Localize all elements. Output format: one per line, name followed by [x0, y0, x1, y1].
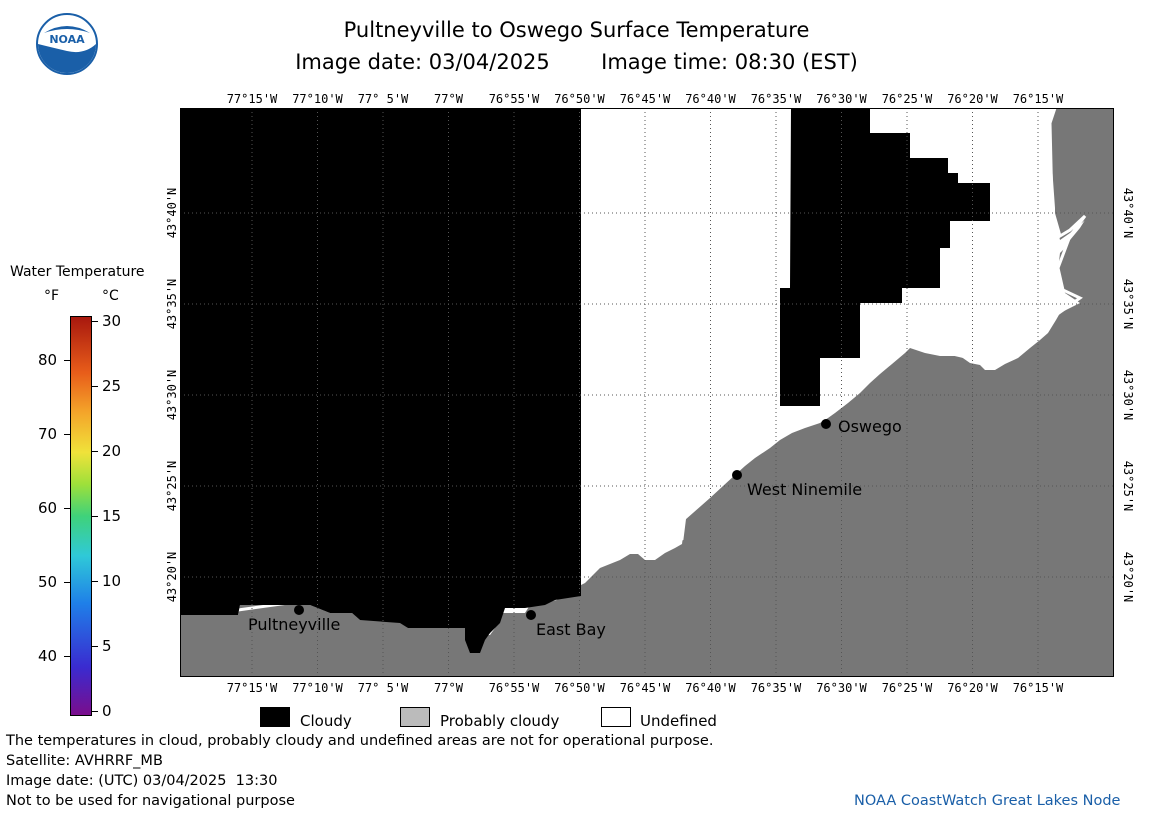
bottom-longitude-tick: 76°20'W — [947, 681, 998, 695]
colorbar-c-tick-mark — [92, 646, 98, 647]
top-longitude-tick: 77°10'W — [292, 92, 343, 106]
pultneyville-marker — [294, 605, 304, 615]
east-bay-marker — [526, 610, 536, 620]
west-ninemile-marker — [732, 470, 742, 480]
bottom-longitude-tick: 77° 5'W — [357, 681, 409, 695]
top-longitude-tick: 76°45'W — [619, 92, 671, 106]
colorbar-f-tick: 70 — [38, 425, 58, 443]
colorbar-c-tick-mark — [92, 451, 98, 452]
pultneyville-label: Pultneyville — [248, 615, 341, 634]
east-bay-label: East Bay — [536, 620, 606, 639]
bottom-longitude-tick: 76°30'W — [816, 681, 867, 695]
top-longitude-tick: 76°20'W — [947, 92, 998, 106]
colorbar-f-tick-mark — [64, 360, 70, 361]
left-latitude-tick: 43°25'N — [165, 460, 179, 512]
colorbar-f-tick: 80 — [38, 351, 58, 369]
right-latitude-tick: 43°25'N — [1121, 460, 1135, 512]
colorbar-c-tick: 30 — [102, 312, 122, 330]
disclaimer-text: The temperatures in cloud, probably clou… — [6, 733, 714, 749]
colorbar-c-tick: 10 — [102, 572, 122, 590]
left-latitude-tick: 43°20'N — [165, 551, 179, 603]
bottom-longitude-tick: 77°15'W — [226, 681, 278, 695]
probably-cloudy-swatch — [400, 707, 430, 727]
map-frame — [180, 107, 1114, 677]
colorbar-f-tick-mark — [64, 508, 70, 509]
satellite-text: Satellite: AVHRRF_MB — [6, 753, 163, 769]
top-longitude-tick: 76°15'W — [1012, 92, 1064, 106]
nav-warning-text: Not to be used for navigational purpose — [6, 793, 295, 809]
top-longitude-tick: 76°40'W — [685, 92, 736, 106]
bottom-longitude-tick: 77°W — [434, 681, 463, 695]
colorbar-f-tick: 60 — [38, 499, 58, 517]
colorbar-f-tick-mark — [64, 434, 70, 435]
colorbar-c-tick: 5 — [102, 637, 112, 655]
colorbar-c-tick: 15 — [102, 507, 122, 525]
map-border — [180, 108, 1114, 677]
left-latitude-tick: 43°35'N — [165, 278, 179, 330]
right-latitude-tick: 43°30'N — [1121, 369, 1135, 421]
noaa-logo: NOAA — [36, 13, 98, 75]
colorbar-f-tick: 40 — [38, 647, 58, 665]
top-longitude-tick: 77° 5'W — [357, 92, 409, 106]
oswego-marker — [821, 419, 831, 429]
colorbar-c-tick-mark — [92, 321, 98, 322]
top-longitude-tick: 76°50'W — [554, 92, 605, 106]
cloudy-area-west — [180, 108, 581, 653]
right-latitude-tick: 43°20'N — [1121, 551, 1135, 603]
cloudy-area-east — [780, 108, 990, 406]
bottom-longitude-tick: 76°40'W — [685, 681, 736, 695]
map-title: Pultneyville to Oswego Surface Temperatu… — [343, 18, 810, 42]
probably-cloudy-legend-label: Probably cloudy — [440, 712, 560, 730]
bottom-longitude-tick: 76°15'W — [1012, 681, 1064, 695]
oswego-label: Oswego — [838, 417, 902, 436]
colorbar-title: Water Temperature — [10, 264, 145, 280]
top-longitude-tick: 76°25'W — [881, 92, 933, 106]
image-date-label: Image date: 03/04/2025 — [295, 50, 550, 74]
colorbar-c-tick: 20 — [102, 442, 122, 460]
colorbar-c-tick: 0 — [102, 702, 112, 720]
map-subtitle: Image date: 03/04/2025 Image time: 08:30… — [0, 50, 1153, 74]
top-longitude-tick: 76°35'W — [750, 92, 802, 106]
utc-date-text: Image date: (UTC) 03/04/2025 13:30 — [6, 773, 278, 789]
top-longitude-tick: 77°15'W — [226, 92, 278, 106]
left-latitude-tick: 43°40'N — [165, 187, 179, 239]
colorbar-c-tick-mark — [92, 581, 98, 582]
credit-text: NOAA CoastWatch Great Lakes Node — [854, 793, 1121, 809]
colorbar-f-tick-mark — [64, 656, 70, 657]
colorbar-c-tick-mark — [92, 516, 98, 517]
colorbar-c-tick-mark — [92, 386, 98, 387]
undefined-swatch — [601, 707, 631, 727]
graticule — [180, 108, 1114, 677]
bottom-longitude-tick: 76°45'W — [619, 681, 671, 695]
right-latitude-tick: 43°40'N — [1121, 187, 1135, 239]
left-latitude-tick: 43°30'N — [165, 369, 179, 421]
bottom-longitude-tick: 76°55'W — [488, 681, 540, 695]
map-canvas — [180, 107, 1114, 677]
bottom-longitude-tick: 77°10'W — [292, 681, 343, 695]
colorbar-c-tick: 25 — [102, 377, 122, 395]
right-latitude-tick: 43°35'N — [1121, 278, 1135, 330]
logo-lettering: NOAA — [49, 33, 85, 46]
cloudy-swatch — [260, 707, 290, 727]
top-longitude-tick: 76°55'W — [488, 92, 540, 106]
colorbar-f-tick: 50 — [38, 573, 58, 591]
image-time-label: Image time: 08:30 (EST) — [601, 50, 858, 74]
bottom-longitude-tick: 76°50'W — [554, 681, 605, 695]
colorbar-f-tick-mark — [64, 582, 70, 583]
top-longitude-tick: 76°30'W — [816, 92, 867, 106]
west-ninemile-label: West Ninemile — [747, 480, 863, 499]
bottom-longitude-tick: 76°25'W — [881, 681, 933, 695]
colorbar-c-tick-mark — [92, 711, 98, 712]
undefined-legend-label: Undefined — [640, 712, 717, 730]
colorbar-unit-c: °C — [102, 288, 119, 304]
colorbar — [70, 316, 92, 716]
colorbar-unit-f: °F — [44, 288, 60, 304]
bottom-longitude-tick: 76°35'W — [750, 681, 802, 695]
land-area — [180, 108, 1114, 677]
top-longitude-tick: 77°W — [434, 92, 463, 106]
cloudy-legend-label: Cloudy — [300, 712, 352, 730]
